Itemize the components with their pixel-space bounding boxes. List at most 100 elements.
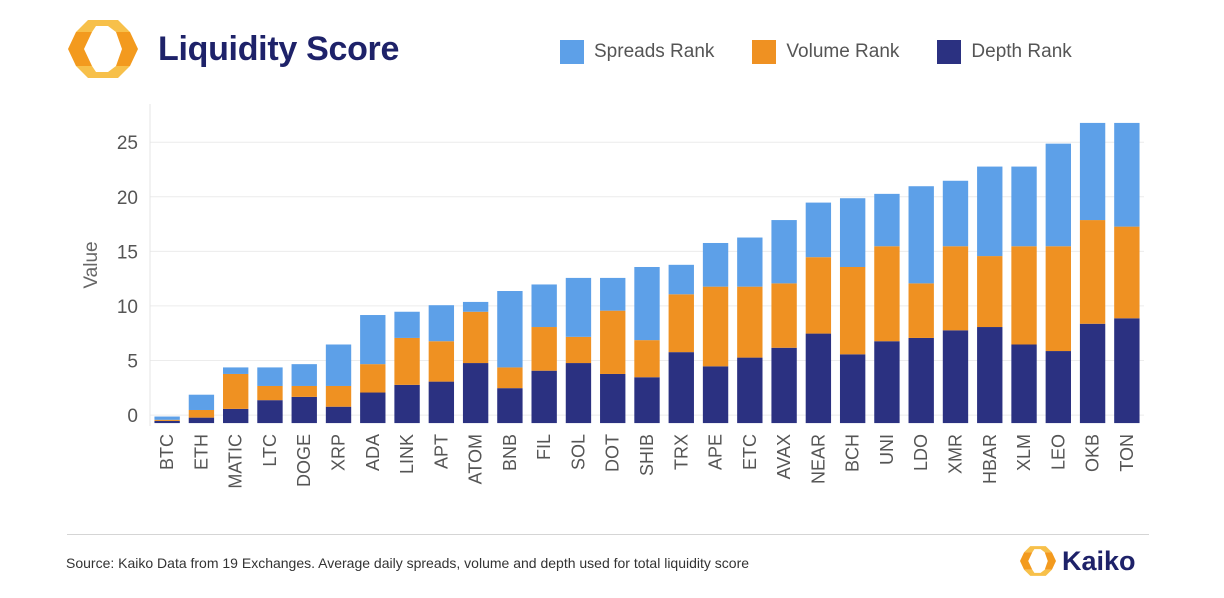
bar-depth-rank: [394, 384, 420, 424]
x-tick-label: HBAR: [980, 434, 1000, 484]
bar-spreads-rank: [874, 193, 900, 247]
x-tick-label: ETH: [191, 434, 211, 470]
x-tick-label: ETC: [740, 434, 760, 470]
bar-spreads-rank: [565, 277, 592, 337]
x-tick-label: APT: [431, 434, 451, 469]
bar-depth-rank: [565, 363, 592, 424]
bar-volume-rank: [223, 373, 249, 409]
legend-label-spreads: Spreads Rank: [594, 41, 715, 62]
y-tick-label: 15: [117, 242, 138, 263]
bar-depth-rank: [428, 381, 455, 424]
bar-depth-rank: [977, 327, 1003, 424]
bar-volume-rank: [497, 367, 523, 389]
x-tick-label: APE: [706, 434, 726, 470]
bar-depth-rank: [634, 377, 660, 424]
brand-mark: Kaiko: [1020, 545, 1136, 577]
bar-volume-rank: [805, 257, 832, 334]
bar-depth-rank: [600, 373, 626, 424]
y-tick-label: 10: [117, 297, 138, 318]
kaiko-logo-icon: [68, 20, 138, 78]
bar-depth-rank: [257, 400, 283, 424]
x-tick-label: XMR: [945, 434, 965, 474]
x-tick-label: NEAR: [808, 434, 828, 484]
bar-spreads-rank: [942, 180, 969, 247]
bar-spreads-rank: [428, 305, 455, 342]
source-note: Source: Kaiko Data from 19 Exchanges. Av…: [66, 555, 750, 571]
bar-spreads-rank: [188, 394, 215, 410]
bar-volume-rank: [771, 283, 797, 348]
bar-spreads-rank: [462, 301, 489, 312]
bar-depth-rank: [668, 352, 694, 424]
bar-depth-rank: [360, 392, 386, 424]
x-tick-label: BNB: [500, 434, 520, 471]
bar-depth-rank: [154, 420, 180, 424]
bar-spreads-rank: [531, 284, 557, 328]
x-tick-label: ADA: [363, 434, 383, 471]
bar-volume-rank: [1045, 246, 1071, 352]
bar-volume-rank: [1011, 246, 1037, 345]
bar-depth-rank: [1045, 351, 1071, 424]
x-tick-label: LDO: [911, 434, 931, 471]
bar-spreads-rank: [702, 242, 729, 287]
bar-spreads-rank: [154, 416, 180, 420]
x-tick-label: LTC: [260, 434, 280, 467]
bar-volume-rank: [1079, 220, 1106, 324]
x-tick-label: TRX: [671, 434, 691, 470]
bar-depth-rank: [462, 363, 489, 424]
x-tick-label: LEO: [1048, 434, 1068, 470]
x-tick-label: UNI: [877, 434, 897, 465]
bar-spreads-rank: [1045, 143, 1071, 247]
bar-volume-rank: [634, 340, 660, 378]
kaiko-small-logo-icon: [1020, 546, 1056, 576]
x-tick-label: TON: [1117, 434, 1137, 472]
x-tick-label: MATIC: [226, 434, 246, 489]
x-tick-label: FIL: [534, 434, 554, 460]
legend-label-depth: Depth Rank: [971, 41, 1072, 62]
bar-spreads-rank: [634, 266, 660, 341]
bar-spreads-rank: [325, 344, 352, 386]
bar-depth-rank: [737, 357, 763, 424]
bar-depth-rank: [325, 406, 352, 424]
bar-depth-rank: [771, 347, 797, 424]
chart-title: Liquidity Score: [158, 30, 400, 68]
bar-spreads-rank: [805, 202, 832, 258]
bar-volume-rank: [531, 327, 557, 371]
bar-volume-rank: [325, 385, 352, 407]
bar-volume-rank: [154, 419, 180, 421]
y-tick-label: 5: [127, 352, 138, 373]
bar-depth-rank: [805, 333, 832, 424]
bar-volume-rank: [565, 336, 592, 364]
bar-depth-rank: [291, 396, 317, 424]
y-tick-label: 20: [117, 188, 138, 209]
bar-depth-rank: [188, 417, 215, 424]
x-tick-label: BTC: [157, 434, 177, 470]
bar-spreads-rank: [977, 166, 1003, 257]
bar-volume-rank: [839, 266, 866, 355]
y-axis-title: Value: [81, 241, 102, 288]
bar-volume-rank: [428, 341, 455, 382]
legend-swatch-depth: [937, 40, 962, 64]
x-tick-label: XLM: [1014, 434, 1034, 471]
bar-spreads-rank: [223, 367, 249, 374]
bar-volume-rank: [360, 364, 386, 393]
bar-spreads-rank: [1114, 122, 1140, 227]
bar-spreads-rank: [394, 311, 420, 338]
bar-depth-rank: [497, 388, 523, 424]
bar-spreads-rank: [1079, 122, 1106, 221]
bar-volume-rank: [874, 246, 900, 342]
bar-volume-rank: [600, 310, 626, 374]
bar-spreads-rank: [908, 186, 934, 284]
bar-volume-rank: [908, 283, 934, 338]
legend-item-depth: Depth Rank: [937, 40, 1072, 64]
x-tick-label: LINK: [397, 434, 417, 474]
bar-spreads-rank: [497, 291, 523, 368]
bar-depth-rank: [874, 341, 900, 424]
bar-spreads-rank: [360, 315, 386, 365]
bar-volume-rank: [737, 286, 763, 358]
bar-spreads-rank: [600, 277, 626, 311]
stacked-bar-chart: 0 5 10 15 20 25 Value BTC ETH MATIC LTC DOGE XRP ADA L…: [81, 104, 1144, 489]
x-tick-label: XRP: [329, 434, 349, 471]
x-tick-label: ATOM: [466, 434, 486, 484]
bar-spreads-rank: [291, 364, 317, 386]
chart-legend: Spreads Rank Volume Rank Depth Rank: [560, 40, 1072, 64]
